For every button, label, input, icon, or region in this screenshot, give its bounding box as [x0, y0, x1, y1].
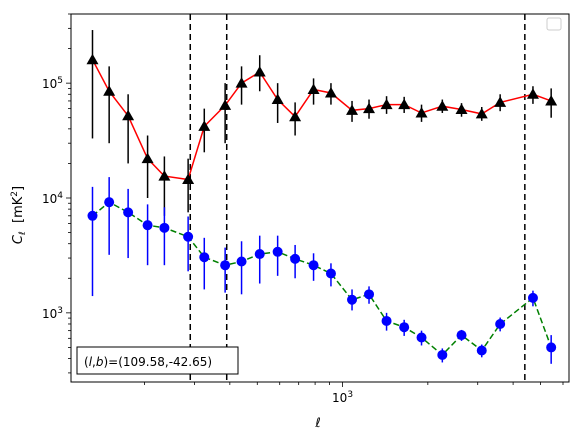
- circle-marker-0: [87, 210, 98, 221]
- circle-marker-12: [308, 260, 319, 271]
- circle-marker-8: [236, 256, 247, 267]
- circle-marker-21: [476, 345, 487, 356]
- y-tick-label-0: 103: [42, 306, 63, 321]
- triangle-marker-22: [494, 96, 507, 107]
- circle-marker-3: [142, 220, 153, 231]
- circle-marker-13: [325, 268, 336, 279]
- triangle-marker-17: [398, 98, 411, 110]
- circle-marker-20: [456, 330, 467, 341]
- series-1: [87, 177, 557, 364]
- triangle-marker-14: [346, 104, 359, 115]
- triangle-marker-15: [363, 102, 376, 114]
- circle-marker-15: [364, 289, 375, 300]
- circle-marker-17: [399, 322, 410, 333]
- circle-marker-19: [437, 349, 448, 360]
- triangle-marker-1: [103, 85, 116, 96]
- triangle-marker-9: [253, 66, 266, 77]
- circle-marker-16: [381, 315, 392, 326]
- circle-marker-14: [347, 294, 358, 305]
- legend-box: [546, 17, 562, 31]
- triangle-marker-18: [415, 106, 428, 118]
- circle-marker-18: [416, 332, 427, 343]
- series-layer: [86, 30, 558, 364]
- annotation-box: [76, 346, 239, 375]
- circle-marker-23: [527, 292, 538, 303]
- series-0: [86, 30, 558, 216]
- triangle-marker-8: [235, 77, 248, 88]
- triangle-marker-23: [526, 88, 539, 99]
- circle-marker-5: [183, 231, 194, 242]
- x-tick-label-0: 103: [332, 390, 353, 405]
- y-axis-label: Cℓ [mK2]: [10, 186, 28, 244]
- triangle-marker-11: [289, 110, 302, 122]
- circle-marker-10: [272, 246, 283, 257]
- triangle-marker-24: [545, 94, 558, 106]
- triangle-marker-16: [380, 98, 393, 110]
- triangle-marker-2: [122, 109, 135, 121]
- y-tick-label-1: 104: [42, 191, 63, 206]
- circle-marker-1: [104, 197, 115, 208]
- triangle-marker-0: [86, 53, 99, 65]
- circle-marker-11: [290, 253, 301, 264]
- plot-layer: [189, 14, 526, 382]
- circle-marker-4: [159, 222, 170, 233]
- triangle-marker-12: [307, 83, 320, 95]
- annotation: (l,b)=(109.58,-42.65): [76, 346, 239, 375]
- annotation-text: (l,b)=(109.58,-42.65): [84, 355, 212, 369]
- circle-marker-6: [199, 252, 210, 263]
- triangle-marker-13: [324, 87, 337, 98]
- triangle-marker-20: [455, 103, 468, 114]
- triangle-marker-3: [141, 152, 154, 164]
- axes-layer: 103 104 105 103: [42, 13, 570, 405]
- triangle-marker-5: [182, 173, 195, 184]
- triangle-marker-19: [436, 100, 449, 111]
- circle-marker-7: [220, 260, 231, 271]
- circle-marker-22: [495, 318, 506, 329]
- x-axis-label: ℓ: [314, 416, 320, 431]
- triangle-marker-21: [475, 107, 488, 119]
- y-tick-label-2: 105: [42, 76, 63, 91]
- circle-marker-9: [254, 249, 265, 260]
- circle-marker-2: [123, 207, 134, 218]
- triangle-marker-7: [219, 99, 232, 110]
- triangle-marker-10: [271, 93, 284, 105]
- triangle-marker-6: [198, 120, 211, 131]
- triangle-marker-4: [158, 170, 171, 181]
- circle-marker-24: [546, 342, 557, 353]
